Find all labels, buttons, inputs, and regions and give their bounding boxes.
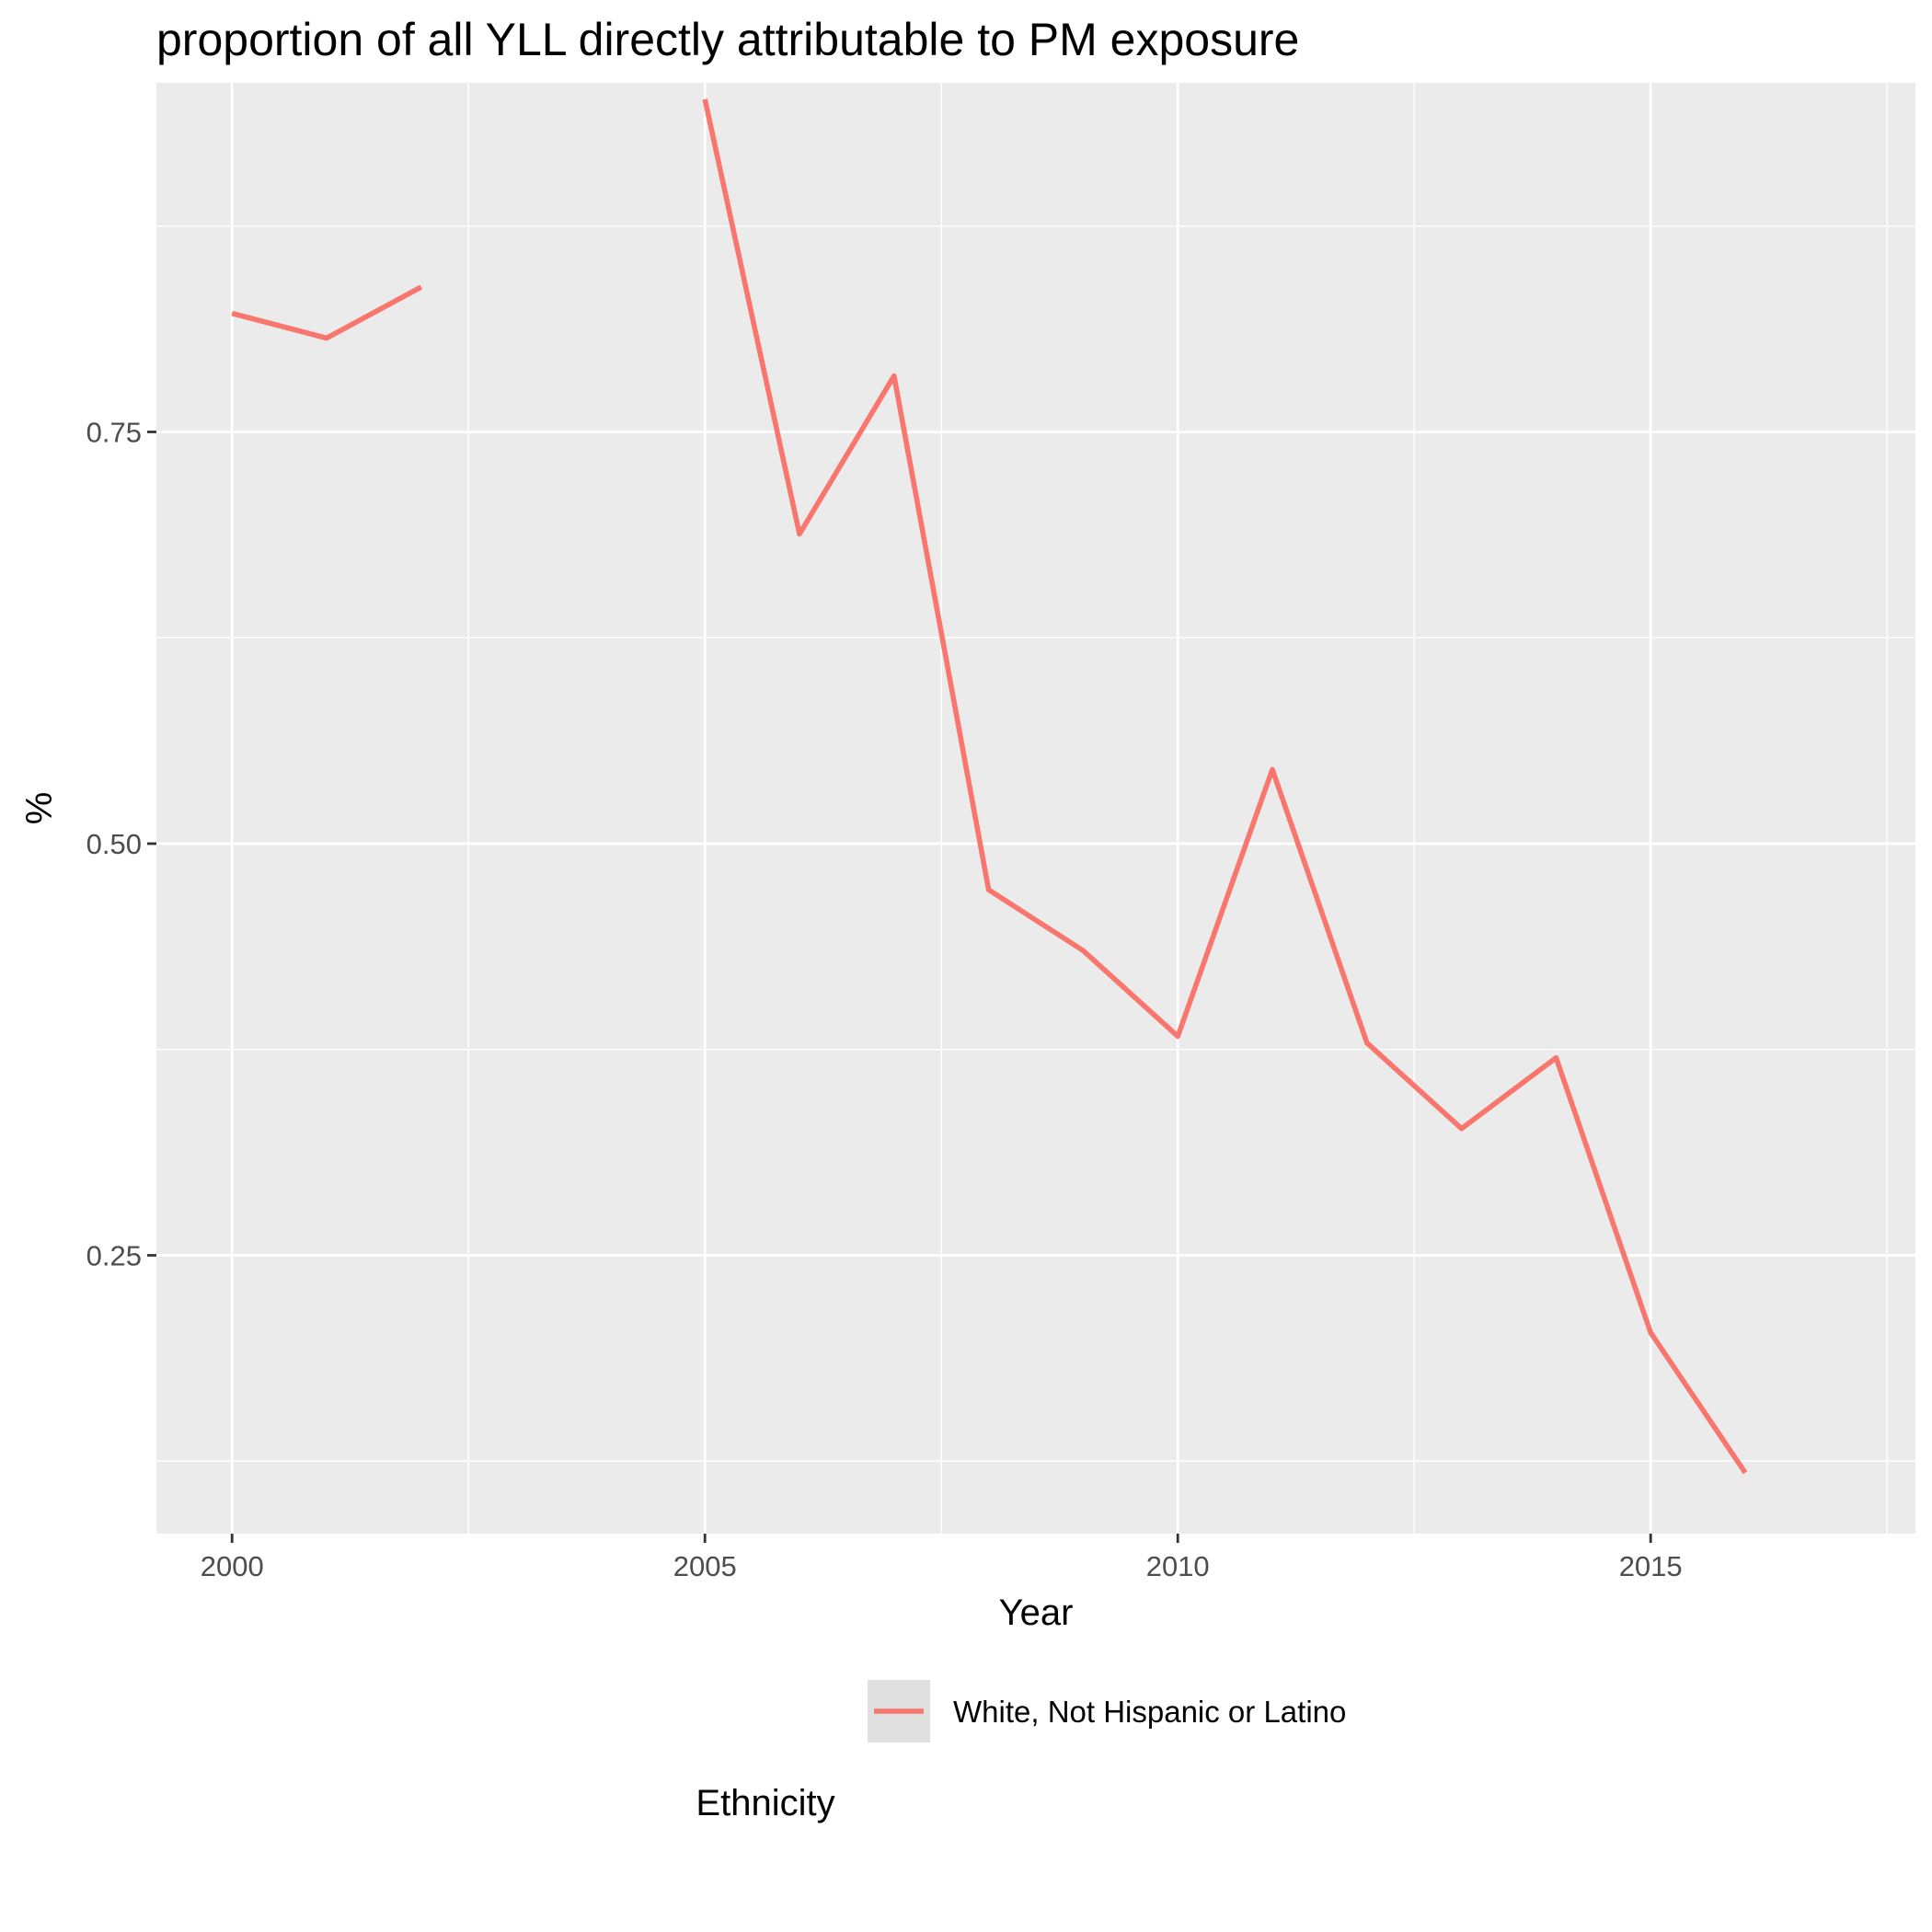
x-tick-label: 2010: [1146, 1550, 1210, 1582]
series-layer: [231, 98, 1748, 1475]
legend-label: White, Not Hispanic or Latino: [953, 1695, 1346, 1729]
x-tick-label: 2005: [673, 1550, 737, 1582]
series-line: [702, 98, 1748, 1475]
major-gridlines: [156, 83, 1915, 1534]
y-axis-title: %: [19, 792, 60, 825]
y-tick-label: 0.50: [86, 828, 142, 860]
plot-panel: [156, 83, 1915, 1534]
chart-title: proportion of all YLL directly attributa…: [156, 14, 1299, 65]
x-tick-label: 2000: [201, 1550, 264, 1582]
y-tick-label: 0.25: [86, 1239, 142, 1271]
legend-title: Ethnicity: [696, 1783, 834, 1823]
series-line: [231, 284, 423, 341]
y-tick-label: 0.75: [86, 416, 142, 448]
minor-gridlines: [156, 83, 1915, 1534]
axes: 2000 2005 2010 2015 0.25 0.50 0.75: [86, 416, 1683, 1582]
legend: White, Not Hispanic or Latino Ethnicity: [696, 1680, 1346, 1823]
x-axis-title: Year: [999, 1593, 1074, 1633]
x-tick-label: 2015: [1619, 1550, 1683, 1582]
